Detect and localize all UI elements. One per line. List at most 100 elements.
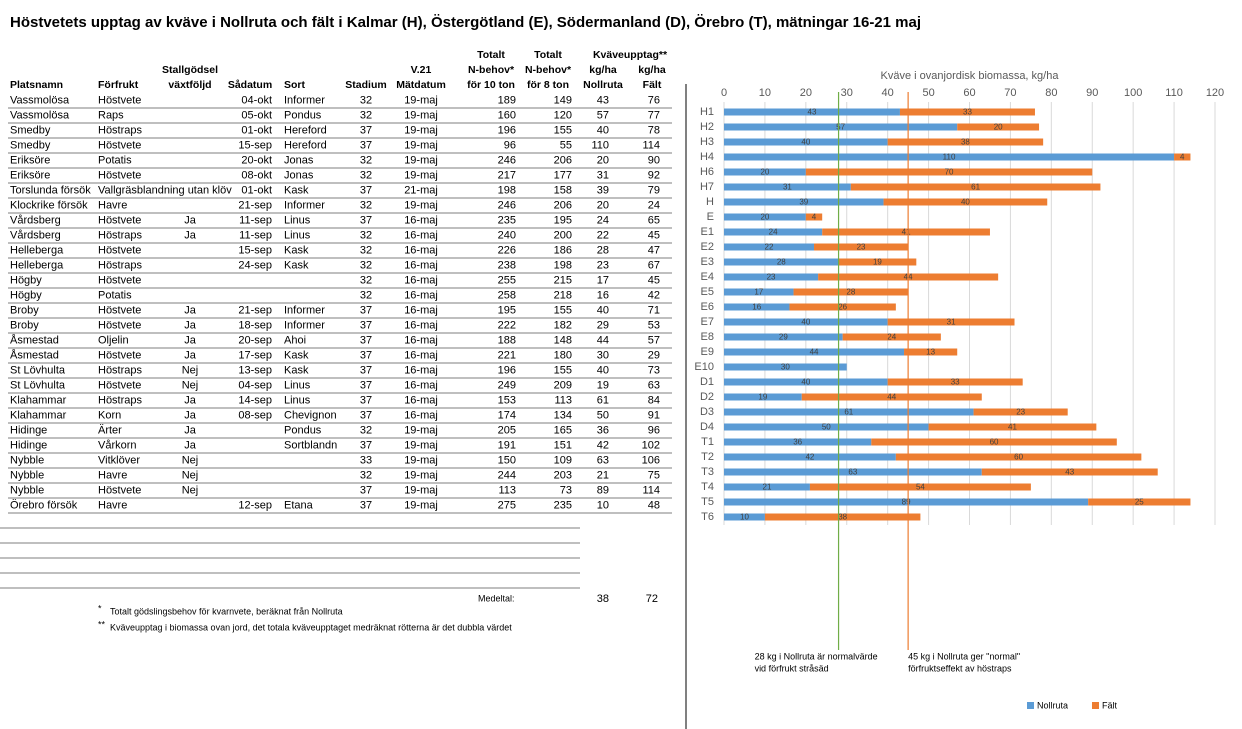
table-cell: 249 — [498, 379, 516, 391]
data-label: 61 — [844, 408, 853, 417]
y-tick-label: E1 — [701, 226, 714, 238]
table-cell: Höstvete — [98, 319, 141, 331]
data-label: 43 — [808, 108, 817, 117]
column-header: Totalt — [534, 49, 562, 61]
table-cell: Kask — [284, 244, 309, 256]
table-cell: 53 — [648, 319, 660, 331]
table-cell: 198 — [498, 184, 516, 196]
table-cell: Linus — [284, 394, 311, 406]
table-cell: Linus — [284, 379, 311, 391]
table-cell: 37 — [360, 214, 372, 226]
table-cell: 78 — [648, 124, 660, 136]
table-cell: 217 — [498, 169, 516, 181]
data-label: 23 — [857, 243, 866, 252]
data-label: 40 — [961, 198, 970, 207]
table-cell: 22 — [597, 229, 609, 241]
table-cell: 40 — [597, 304, 609, 316]
bar-segment — [724, 408, 974, 416]
x-tick-label: 110 — [1165, 87, 1183, 99]
bar-segment — [973, 408, 1068, 416]
table-cell: 37 — [360, 379, 372, 391]
table-cell: 32 — [360, 289, 372, 301]
bar-segment — [822, 228, 990, 236]
table-cell: 05-okt — [241, 109, 272, 121]
table-cell: Vallgräsblandning utan klöv — [98, 184, 232, 196]
table-cell: 109 — [554, 454, 572, 466]
legend-label: Nollruta — [1037, 700, 1068, 710]
table-cell: 19-maj — [404, 439, 438, 451]
mean-value: 38 — [597, 593, 609, 605]
table-cell: Informer — [284, 304, 325, 316]
column-header: Totalt — [477, 49, 505, 61]
bar-segment — [814, 243, 909, 251]
table-cell: Ja — [184, 304, 197, 316]
table-cell: Höstvete — [98, 274, 141, 286]
data-label: 57 — [836, 123, 845, 132]
table-cell: 37 — [360, 124, 372, 136]
table-cell: Smedby — [10, 124, 51, 136]
table-cell: 33 — [360, 454, 372, 466]
table-cell: 198 — [554, 259, 572, 271]
table-cell: 235 — [498, 214, 516, 226]
data-label: 24 — [887, 333, 896, 342]
bar-segment — [724, 483, 810, 491]
table-cell: 226 — [498, 244, 516, 256]
table-cell: 165 — [554, 424, 572, 436]
table-cell: 246 — [498, 154, 516, 166]
table-cell: Höstraps — [98, 124, 143, 136]
data-label: 39 — [799, 198, 808, 207]
table-cell: Höstvete — [98, 214, 141, 226]
bar-segment — [724, 318, 888, 326]
table-cell: 15-sep — [238, 139, 272, 151]
table-cell: Ahoi — [284, 334, 306, 346]
table-cell: Raps — [98, 109, 124, 121]
table-cell: 01-okt — [241, 124, 272, 136]
table-cell: 196 — [498, 124, 516, 136]
data-label: 20 — [760, 213, 769, 222]
bar-segment — [724, 438, 872, 446]
table-cell: 39 — [597, 184, 609, 196]
data-label: 89 — [902, 498, 911, 507]
y-tick-label: E3 — [701, 256, 714, 268]
table-cell: 37 — [360, 409, 372, 421]
table-cell: Ja — [184, 394, 197, 406]
table-cell: 32 — [360, 274, 372, 286]
table-cell: Ja — [184, 229, 197, 241]
table-cell: Åsmestad — [10, 333, 59, 346]
table-cell: Eriksöre — [10, 169, 50, 181]
data-label: 60 — [990, 438, 999, 447]
table-cell: 205 — [498, 424, 516, 436]
table-cell: Höstvete — [98, 484, 141, 496]
mean-label: Medeltal: — [478, 593, 515, 603]
bar-segment — [928, 423, 1097, 431]
table-cell: Pondus — [284, 424, 322, 436]
bar-segment — [724, 183, 851, 191]
table-cell: 71 — [648, 304, 660, 316]
table-cell: Högby — [10, 274, 42, 286]
bar-segment — [805, 213, 823, 221]
column-header: för 10 ton — [467, 79, 515, 91]
table-cell: 31 — [597, 169, 609, 181]
table-cell: Kask — [284, 349, 309, 361]
y-tick-label: D4 — [700, 421, 714, 433]
data-label: 61 — [971, 183, 980, 192]
table-cell: 189 — [498, 94, 516, 106]
table-cell: Ärter — [98, 424, 122, 436]
table-cell: Höstraps — [98, 259, 143, 271]
table-cell: 246 — [498, 199, 516, 211]
table-cell: Nej — [182, 469, 199, 481]
table-cell: 17 — [597, 274, 609, 286]
table-cell: Höstvete — [98, 94, 141, 106]
data-label: 110 — [943, 153, 956, 162]
table-cell: 32 — [360, 94, 372, 106]
column-header: Förfrukt — [98, 79, 139, 91]
bar-segment — [724, 123, 958, 131]
table-cell: 32 — [360, 259, 372, 271]
table-cell: Kask — [284, 184, 309, 196]
table-cell: 19-maj — [404, 499, 438, 511]
table-cell: Chevignon — [284, 409, 337, 421]
table-cell: Jonas — [284, 154, 314, 166]
table-cell: Nej — [182, 364, 199, 376]
data-label: 16 — [752, 303, 761, 312]
table-cell: 106 — [642, 454, 660, 466]
